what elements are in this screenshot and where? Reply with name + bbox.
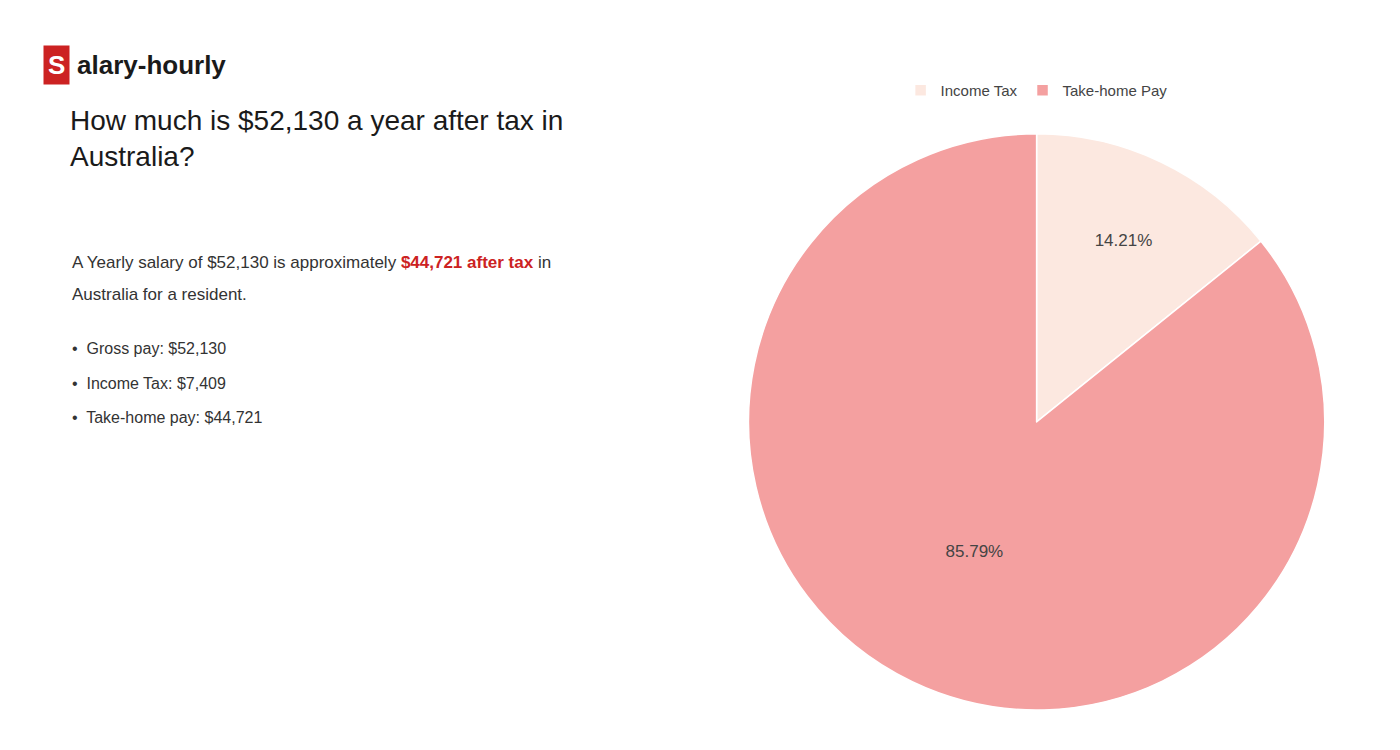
svg-text:Income Tax: Income Tax xyxy=(941,82,1018,99)
svg-text:• Take-home pay: $44,721: • Take-home pay: $44,721 xyxy=(72,409,262,426)
svg-text:How much is $52,130 a year aft: How much is $52,130 a year after tax inA… xyxy=(70,105,563,172)
svg-text:Take-home Pay: Take-home Pay xyxy=(1063,82,1168,99)
svg-text:S: S xyxy=(48,50,65,80)
svg-text:• Income Tax: $7,409: • Income Tax: $7,409 xyxy=(72,375,226,392)
svg-text:• Gross pay: $52,130: • Gross pay: $52,130 xyxy=(72,340,226,357)
svg-text:alary-hourly: alary-hourly xyxy=(77,50,226,80)
svg-text:Australia for a resident.: Australia for a resident. xyxy=(72,285,247,304)
svg-text:14.21%: 14.21% xyxy=(1095,231,1153,250)
svg-text:85.79%: 85.79% xyxy=(946,542,1004,561)
svg-text:A Yearly salary of $52,130 is: A Yearly salary of $52,130 is approximat… xyxy=(72,253,551,272)
